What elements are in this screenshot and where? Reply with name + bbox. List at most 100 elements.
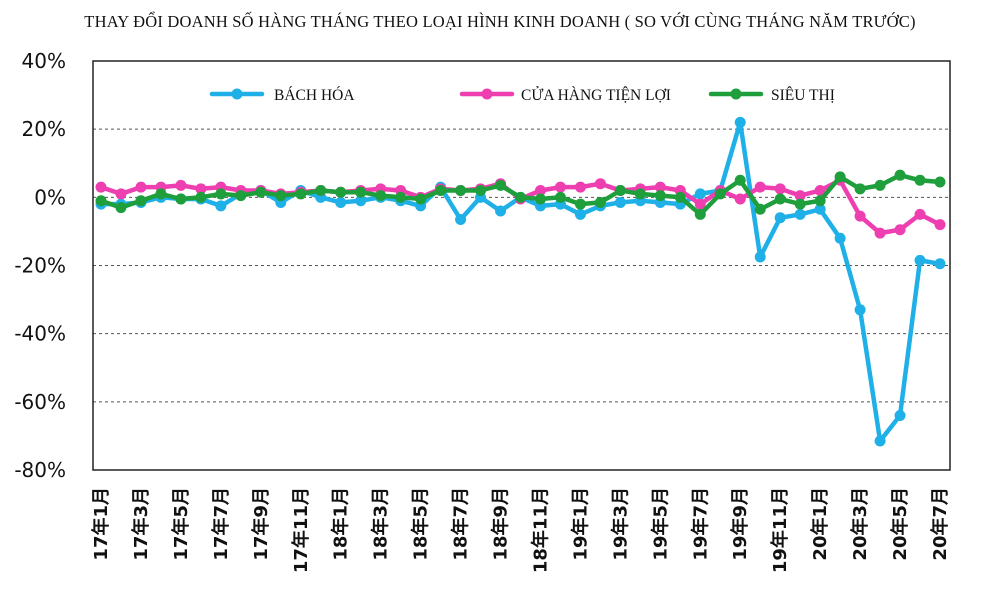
data-point: [774, 212, 786, 224]
x-tick-label: 17年9月: [250, 487, 272, 561]
series: [95, 116, 946, 447]
x-tick-label: 18年1月: [330, 487, 352, 561]
data-point: [415, 193, 427, 205]
x-tick-label: 19年7月: [689, 487, 711, 561]
data-point: [115, 202, 127, 214]
data-point: [854, 304, 866, 316]
x-tick-label: 19年11月: [769, 487, 791, 573]
data-point: [834, 171, 846, 183]
data-point: [395, 191, 407, 203]
data-point: [275, 190, 287, 202]
data-point: [754, 251, 766, 263]
data-point: [255, 186, 267, 198]
data-point: [315, 185, 327, 197]
data-point: [295, 188, 307, 200]
data-point: [894, 409, 906, 421]
y-tick-label: 0%: [34, 185, 66, 209]
x-tick-label: 17年7月: [210, 487, 232, 561]
y-tick-label: -40%: [14, 322, 66, 346]
data-point: [574, 198, 586, 210]
data-point: [794, 198, 806, 210]
data-point: [934, 258, 946, 270]
data-point: [455, 185, 467, 197]
data-point: [934, 219, 946, 231]
x-tick-label: 17年1月: [90, 487, 112, 561]
data-point: [95, 195, 107, 207]
data-point: [654, 190, 666, 202]
x-tick-label: 20年1月: [809, 487, 831, 561]
y-tick-label: -60%: [14, 390, 66, 414]
data-point: [694, 188, 706, 200]
legend-marker: [481, 88, 493, 100]
x-tick-labels: 17年1月 17年3月 17年5月 17年7月 17年9月 17年11月 18年1月 18年3…: [90, 487, 951, 573]
y-tick-label: 20%: [22, 117, 66, 141]
data-point: [774, 193, 786, 205]
data-point: [814, 203, 826, 215]
x-tick-label: 17年11月: [290, 487, 312, 573]
data-point: [375, 190, 387, 202]
data-point: [734, 116, 746, 128]
data-point: [534, 193, 546, 205]
x-tick-label: 18年11月: [529, 487, 551, 573]
data-point: [495, 205, 507, 217]
x-tick-label: 20年5月: [889, 487, 911, 561]
data-point: [674, 191, 686, 203]
data-point: [335, 196, 347, 208]
legend-marker: [730, 88, 742, 100]
data-point: [435, 185, 447, 197]
y-tick-label: -20%: [14, 254, 66, 278]
data-point: [155, 188, 167, 200]
data-point: [554, 181, 566, 193]
data-point: [874, 179, 886, 191]
legend-label: BÁCH HÓA: [274, 87, 355, 104]
x-tick-label: 18年9月: [490, 487, 512, 561]
data-point: [235, 190, 247, 202]
data-point: [475, 185, 487, 197]
data-point: [894, 224, 906, 236]
data-point: [894, 169, 906, 181]
data-point: [614, 196, 626, 208]
data-point: [774, 183, 786, 195]
data-point: [574, 208, 586, 220]
data-point: [95, 181, 107, 193]
data-point: [594, 196, 606, 208]
x-tick-label: 19年1月: [569, 487, 591, 561]
data-point: [814, 195, 826, 207]
data-point: [854, 210, 866, 222]
chart-title: THAY ĐỔI DOANH SỐ HÀNG THÁNG THEO LOẠI H…: [84, 12, 916, 31]
legend: BÁCH HÓA CỬA HÀNG TIỆN LỢI SIÊU THỊ: [209, 87, 835, 104]
data-point: [854, 183, 866, 195]
legend-label: CỬA HÀNG TIỆN LỢI: [521, 87, 671, 104]
data-point: [135, 195, 147, 207]
data-point: [814, 185, 826, 197]
data-point: [215, 200, 227, 212]
x-tick-label: 18年3月: [370, 487, 392, 561]
data-point: [834, 232, 846, 244]
gridlines: [93, 128, 950, 403]
data-point: [574, 181, 586, 193]
data-point: [634, 188, 646, 200]
data-point: [734, 193, 746, 205]
plot-frame: [92, 60, 951, 471]
data-point: [594, 178, 606, 190]
y-tick-label: 40%: [22, 49, 66, 73]
x-tick-label: 19年9月: [729, 487, 751, 561]
data-point: [794, 190, 806, 202]
data-point: [754, 181, 766, 193]
data-point: [135, 181, 147, 193]
x-tick-label: 17年3月: [130, 487, 152, 561]
data-point: [115, 188, 127, 200]
data-point: [734, 174, 746, 186]
data-point: [534, 185, 546, 197]
y-tick-labels: 40% 20% 0% -20% -40% -60% -80%: [14, 49, 66, 482]
data-point: [934, 176, 946, 188]
data-point: [914, 208, 926, 220]
data-point: [335, 186, 347, 198]
data-point: [215, 188, 227, 200]
x-tick-label: 18年7月: [450, 487, 472, 561]
data-point: [355, 195, 367, 207]
series-line: [98, 120, 943, 444]
data-point: [355, 186, 367, 198]
legend-marker: [231, 88, 243, 100]
data-point: [654, 181, 666, 193]
